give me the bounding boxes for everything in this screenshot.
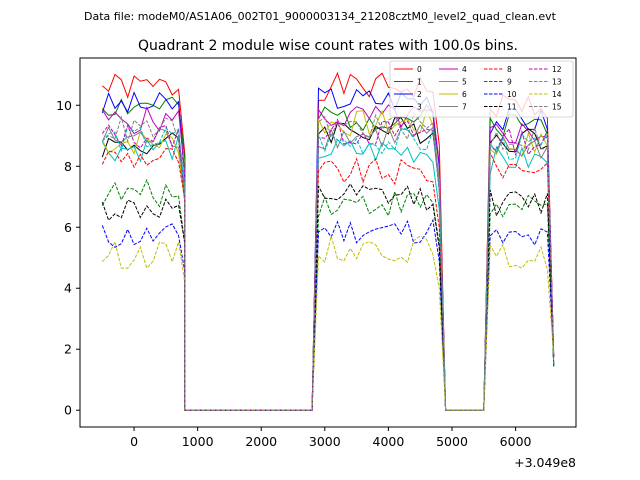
legend-label-14: 14 [552, 90, 562, 99]
legend-label-10: 10 [507, 90, 517, 99]
x-tick-label: 4000 [373, 434, 405, 449]
series-layer [101, 71, 555, 411]
legend-label-2: 2 [417, 90, 422, 99]
legend-label-13: 13 [552, 78, 562, 87]
x-tick-label: 5000 [436, 434, 468, 449]
plot-frame [79, 57, 577, 428]
legend-label-12: 12 [552, 65, 562, 74]
series-line-10 [101, 218, 555, 411]
legend-label-6: 6 [462, 90, 467, 99]
series-line-8 [101, 148, 555, 411]
x-tick-label: 2000 [245, 434, 277, 449]
chart-suptitle: Data file: modeM0/AS1A06_002T01_90000031… [84, 10, 557, 23]
legend-label-0: 0 [417, 65, 422, 74]
axis-layer: 0 1000 2000 3000 4000 5000 6000 0 2 4 6 8 10 [56, 98, 531, 449]
legend-label-1: 1 [417, 78, 422, 87]
legend-label-7: 7 [462, 103, 467, 112]
y-tick-label: 10 [56, 98, 72, 113]
y-tick-label: 6 [64, 220, 72, 235]
x-tick-label: 1000 [182, 434, 214, 449]
x-tick-label: 0 [130, 434, 138, 449]
y-tick-label: 4 [64, 281, 72, 296]
y-tick-label: 2 [64, 342, 72, 357]
y-tick-label: 8 [64, 159, 72, 174]
x-tick-label: 6000 [500, 434, 532, 449]
legend-label-3: 3 [417, 103, 422, 112]
legend-box [389, 60, 574, 118]
legend-label-4: 4 [462, 65, 467, 74]
legend-label-9: 9 [507, 78, 512, 87]
legend-label-15: 15 [552, 103, 562, 112]
x-tick-label: 3000 [309, 434, 341, 449]
legend-label-11: 11 [507, 103, 517, 112]
chart-title: Quadrant 2 module wise count rates with … [138, 38, 518, 54]
series-line-15 [101, 112, 555, 411]
legend-label-8: 8 [507, 65, 512, 74]
y-tick-label: 0 [64, 403, 72, 418]
series-line-9 [101, 178, 555, 411]
legend-label-5: 5 [462, 78, 467, 87]
x-offset-label: +3.049e8 [514, 455, 576, 470]
